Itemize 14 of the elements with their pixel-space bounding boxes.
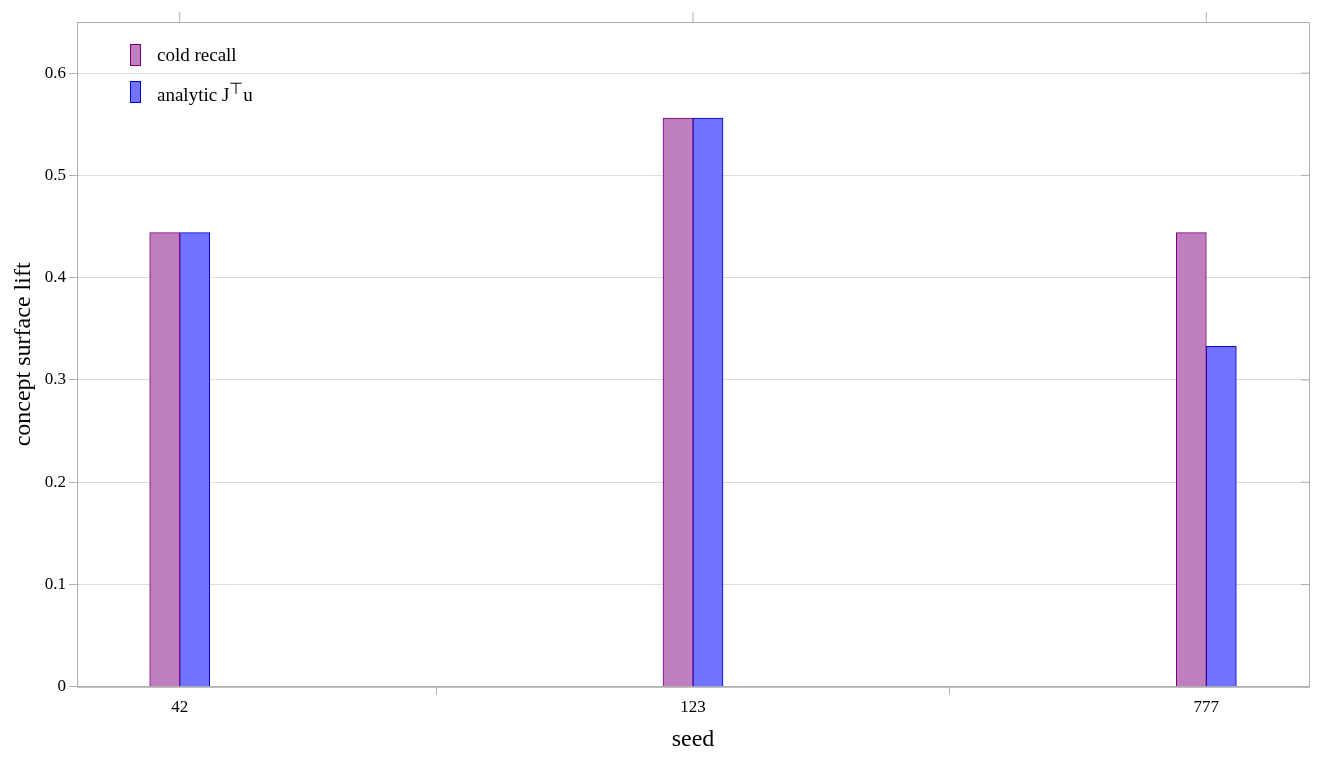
y-axis-title: concept surface lift bbox=[8, 262, 35, 447]
y-tick-label: 0.4 bbox=[44, 267, 67, 287]
x-tick-label: 777 bbox=[1193, 697, 1220, 717]
legend-label: analytic J$^{⊤}$u bbox=[157, 79, 253, 108]
y-tick-label: 0.1 bbox=[44, 573, 67, 593]
y-tick-label: 0.3 bbox=[44, 369, 67, 389]
legend-label: cold recall bbox=[157, 43, 237, 67]
y-tick-label: 0.2 bbox=[44, 471, 67, 491]
x-tick-label: 42 bbox=[171, 697, 189, 717]
x-tick-label: 123 bbox=[680, 697, 706, 717]
x-axis-title: seed bbox=[671, 724, 715, 751]
y-tick-label: 0.6 bbox=[44, 62, 67, 82]
y-tick-label: 0 bbox=[57, 676, 67, 696]
y-tick-label: 0.5 bbox=[44, 164, 67, 184]
